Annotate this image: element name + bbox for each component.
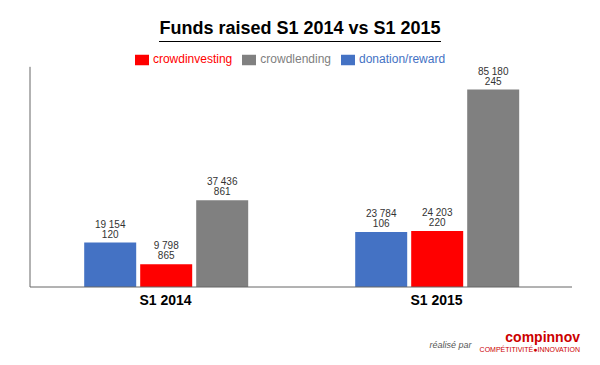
svg-text:23 784106: 23 784106 — [366, 208, 397, 229]
html-text:crowdlending: crowdlending — [260, 52, 331, 66]
html-text:Funds raised S1 2014 vs S1 201: Funds raised S1 2014 vs S1 2015 — [159, 18, 441, 38]
html-text:compinnov: compinnov — [505, 329, 580, 345]
svg-text:9 798865: 9 798865 — [154, 240, 179, 261]
svg-text:85 180245: 85 180245 — [478, 66, 509, 87]
html-text:COMPÉTITIVITÉ●INNOVATION: COMPÉTITIVITÉ●INNOVATION — [479, 346, 580, 353]
svg-text:37 436861: 37 436861 — [207, 176, 238, 197]
html-text:donation/reward: donation/reward — [359, 52, 446, 66]
svg-text:S1 2015: S1 2015 — [410, 292, 462, 308]
svg-text:24 203220: 24 203220 — [422, 207, 453, 228]
svg-text:19 154120: 19 154120 — [95, 219, 126, 240]
html-text:crowdinvesting: crowdinvesting — [152, 52, 233, 66]
html-text:réalisé par: réalisé par — [429, 340, 472, 350]
svg-text:S1 2014: S1 2014 — [139, 292, 191, 308]
